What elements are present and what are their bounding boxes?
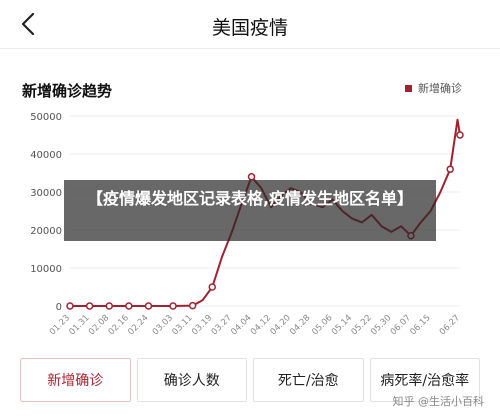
x-tick-label: 05.22 bbox=[350, 313, 374, 337]
x-tick-label: 02.24 bbox=[126, 313, 150, 337]
data-point-marker bbox=[188, 301, 197, 310]
article-title-overlay: 【疫情爆发地区记录表格,疫情发生地区名单】 bbox=[64, 180, 436, 241]
x-tick-label: 04.28 bbox=[288, 313, 312, 337]
x-tick-label: 04.04 bbox=[229, 313, 253, 337]
x-tick-label: 03.27 bbox=[210, 313, 234, 337]
x-tick-label: 05.06 bbox=[310, 313, 334, 337]
tab-label: 确诊人数 bbox=[163, 373, 220, 389]
data-point-marker bbox=[85, 302, 94, 310]
y-tick-label: 0 bbox=[56, 302, 62, 313]
data-point-marker bbox=[105, 302, 113, 310]
tab-label: 死亡/治愈 bbox=[277, 373, 339, 389]
data-point-marker bbox=[125, 302, 133, 310]
y-tick-label: 50000 bbox=[30, 112, 62, 123]
x-tick-label: 02.16 bbox=[107, 313, 131, 337]
tab-new-confirmed[interactable]: 新增确诊 bbox=[20, 358, 131, 402]
x-tick-label: 05.14 bbox=[330, 313, 354, 337]
x-tick-label: 02.08 bbox=[87, 313, 111, 337]
data-point-marker bbox=[446, 165, 454, 173]
x-tick-label: 06.15 bbox=[408, 313, 432, 337]
y-tick-label: 10000 bbox=[30, 264, 62, 275]
tab-label: 病死率/治愈率 bbox=[380, 373, 470, 389]
back-button[interactable] bbox=[14, 10, 42, 38]
watermark: 知乎 @生活小百科 bbox=[392, 395, 485, 408]
data-point-marker bbox=[208, 283, 217, 291]
y-tick-label: 20000 bbox=[30, 226, 62, 237]
data-point-marker bbox=[247, 173, 256, 181]
data-point-marker bbox=[169, 302, 177, 310]
x-tick-label: 01.31 bbox=[67, 313, 91, 337]
x-tick-label: 06.07 bbox=[389, 313, 413, 337]
tab-deaths-recovered[interactable]: 死亡/治愈 bbox=[253, 358, 364, 402]
x-tick-label: 03.11 bbox=[170, 313, 194, 337]
legend-label: 新增确诊 bbox=[418, 82, 462, 95]
tab-confirmed-total[interactable]: 确诊人数 bbox=[136, 358, 247, 402]
top-nav-bar: 美国疫情 bbox=[0, 0, 500, 49]
x-tick-label: 03.19 bbox=[190, 313, 214, 337]
tab-fatality-recovery-rate[interactable]: 病死率/治愈率 bbox=[369, 358, 480, 402]
metric-tabs: 新增确诊 确诊人数 死亡/治愈 病死率/治愈率 bbox=[20, 358, 480, 402]
data-point-marker bbox=[456, 131, 464, 139]
legend-swatch bbox=[405, 84, 412, 92]
x-tick-label: 04.20 bbox=[269, 313, 293, 337]
x-tick-label: 03.03 bbox=[151, 313, 175, 337]
x-tick-label: 01.23 bbox=[48, 313, 72, 337]
tab-label: 新增确诊 bbox=[47, 373, 104, 389]
y-tick-label: 40000 bbox=[30, 150, 62, 161]
chart-title: 新增确诊趋势 bbox=[22, 82, 113, 100]
page-title: 美国疫情 bbox=[211, 17, 288, 39]
y-tick-label: 30000 bbox=[30, 188, 62, 199]
x-tick-label: 06.27 bbox=[438, 313, 462, 337]
x-tick-label: 05.30 bbox=[369, 313, 393, 337]
chart-legend: 新增确诊 bbox=[405, 80, 462, 96]
x-tick-label: 04.12 bbox=[249, 313, 273, 337]
data-point-marker bbox=[144, 302, 153, 310]
data-point-marker bbox=[66, 302, 74, 310]
chevron-left-icon bbox=[21, 13, 35, 35]
